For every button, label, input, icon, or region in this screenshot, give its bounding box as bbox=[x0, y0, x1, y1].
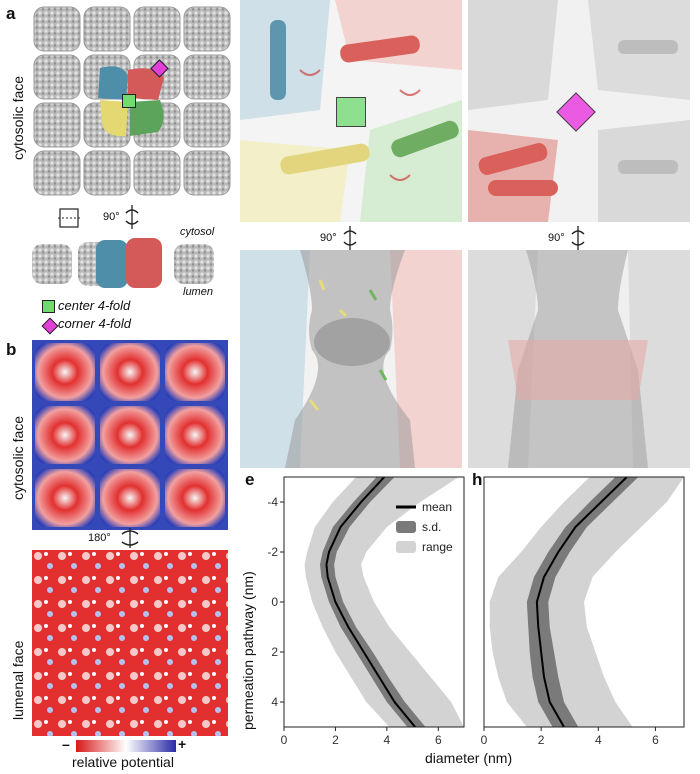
legend-corner-label: corner 4-fold bbox=[58, 316, 131, 331]
potential-tile bbox=[100, 406, 160, 464]
panel-f-rotation-label: 90° bbox=[548, 232, 565, 244]
plot-frame bbox=[483, 476, 685, 728]
mean-line bbox=[325, 476, 416, 728]
potential-tile bbox=[100, 469, 160, 527]
x-tick-label: 6 bbox=[435, 733, 442, 747]
potential-tile bbox=[165, 406, 225, 464]
lattice-tile bbox=[183, 54, 231, 100]
potential-colorbar bbox=[76, 740, 176, 752]
potential-tile bbox=[165, 469, 225, 527]
lattice-tile bbox=[83, 150, 131, 196]
panel-a-slab-icon bbox=[58, 208, 80, 228]
lattice-tile bbox=[33, 150, 81, 196]
lattice-tile bbox=[83, 6, 131, 52]
panel-d-pore-image bbox=[240, 250, 462, 468]
x-tick-label: 2 bbox=[538, 733, 545, 747]
sd-band bbox=[526, 477, 639, 727]
lattice-tile bbox=[33, 102, 81, 148]
range-band bbox=[304, 477, 464, 727]
panel-a-rotate-icon bbox=[125, 205, 139, 229]
panel-b-rotate-icon bbox=[121, 528, 139, 548]
y-tick-label: 4 bbox=[271, 695, 278, 709]
lattice-tile bbox=[33, 6, 81, 52]
x-tick-label: 6 bbox=[652, 733, 659, 747]
y-tick-label: 2 bbox=[271, 645, 278, 659]
chart-h: 0 2 4 6 bbox=[481, 476, 685, 747]
x-tick-label: 2 bbox=[332, 733, 339, 747]
legend-label: mean bbox=[422, 500, 452, 514]
panel-c-rotate-icon bbox=[343, 226, 357, 250]
legend-center-label: center 4-fold bbox=[58, 298, 131, 313]
lattice-tile bbox=[133, 6, 181, 52]
y-tick-label: -2 bbox=[267, 545, 278, 559]
panel-b-rotation-label: 180° bbox=[88, 532, 111, 544]
panel-label-e: e bbox=[245, 470, 255, 489]
legend-center-swatch bbox=[42, 300, 55, 313]
sd-band bbox=[320, 477, 426, 727]
panel-f-structure-image bbox=[468, 0, 690, 222]
panel-b-lumenal-potential-surface bbox=[32, 550, 228, 736]
panel-a-side-view bbox=[32, 238, 214, 288]
legend-swatch bbox=[396, 541, 416, 553]
x-tick-label: 4 bbox=[384, 733, 391, 747]
potential-tile bbox=[35, 406, 95, 464]
colorbar-plus: + bbox=[178, 736, 187, 752]
panel-b-cytosolic-face-label: cytosolic face bbox=[10, 415, 26, 500]
lattice-tile bbox=[183, 6, 231, 52]
x-tick-label: 4 bbox=[595, 733, 602, 747]
center-4fold-marker bbox=[122, 94, 136, 108]
panel-c-rotation-label: 90° bbox=[320, 232, 337, 244]
panel-a-rotation-label: 90° bbox=[103, 211, 120, 223]
potential-tile bbox=[35, 343, 95, 401]
y-tick-label: 0 bbox=[271, 595, 278, 609]
lattice-tile bbox=[33, 54, 81, 100]
potential-tile bbox=[165, 343, 225, 401]
x-tick-label: 0 bbox=[481, 733, 488, 747]
legend-corner-swatch bbox=[41, 317, 59, 335]
panel-a-highlighted-tetramer bbox=[98, 66, 164, 137]
panel-label-a: a bbox=[6, 4, 16, 23]
panel-f-rotate-icon bbox=[571, 226, 585, 250]
panel-label-h: h bbox=[472, 470, 483, 489]
panel-label-b: b bbox=[6, 340, 17, 359]
y-tick-label: -4 bbox=[267, 495, 278, 509]
panel-c-center-marker bbox=[336, 97, 366, 127]
colorbar-label: relative potential bbox=[72, 754, 174, 770]
plots-xlabel: diameter (nm) bbox=[425, 750, 513, 766]
panel-c-structure-image bbox=[240, 0, 462, 222]
legend-swatch bbox=[396, 521, 416, 533]
panel-g-pore-image bbox=[468, 250, 690, 468]
colorbar-minus: – bbox=[62, 736, 70, 752]
x-tick-label: 0 bbox=[281, 733, 288, 747]
panel-b-lumenal-face-label: lumenal face bbox=[10, 640, 26, 720]
chart-e: 0 2 4 6 -4 -2 0 2 4 mean s.d. range bbox=[267, 476, 465, 747]
legend-label: range bbox=[422, 540, 453, 554]
panel-b-cytosolic-potential-surface bbox=[32, 340, 228, 530]
lattice-tile bbox=[133, 150, 181, 196]
mean-line bbox=[535, 476, 628, 728]
legend-label: s.d. bbox=[422, 520, 441, 534]
panel-a-cytosolic-face-label: cytosolic face bbox=[10, 75, 26, 160]
potential-tile bbox=[35, 469, 95, 527]
cytosol-label: cytosol bbox=[180, 226, 215, 238]
potential-tile bbox=[100, 343, 160, 401]
lattice-tile bbox=[183, 102, 231, 148]
lattice-tile bbox=[183, 150, 231, 196]
lumen-label: lumen bbox=[183, 286, 213, 298]
